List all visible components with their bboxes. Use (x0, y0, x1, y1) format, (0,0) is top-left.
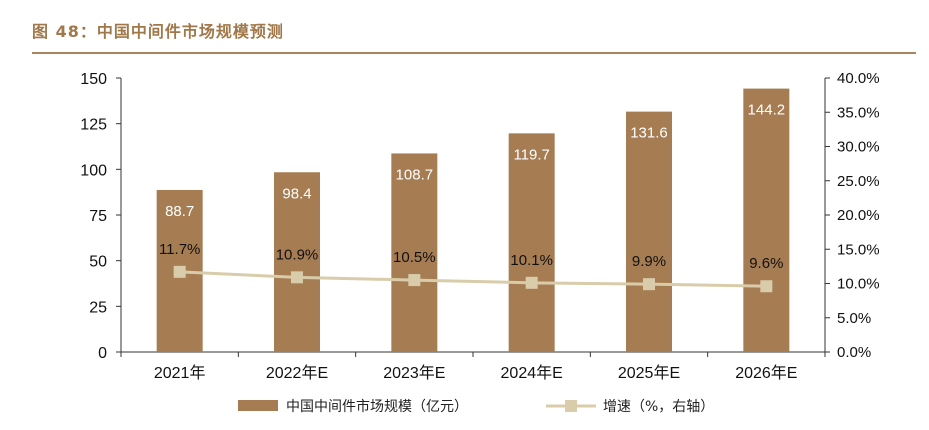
x-tick-label: 2025年E (618, 364, 680, 382)
legend-bar-label: 中国中间件市场规模（亿元） (286, 398, 468, 415)
bar (508, 133, 555, 352)
legend-line-marker (565, 400, 577, 412)
bar-value-label: 131.6 (630, 125, 668, 142)
axes: 0 25 50 75 100 125 150 0.0% 5.0% 10.0% 15.0% 20.0% 2… (80, 70, 879, 382)
growth-marker (408, 274, 421, 287)
right-tick-label: 35.0% (837, 104, 880, 121)
growth-value-label: 10.9% (276, 246, 319, 263)
data-labels: 88.7 98.4 108.7 119.7 131.6 144.2 11.7% 10.9% 10… (159, 102, 785, 273)
left-tick-label: 50 (89, 254, 107, 271)
growth-value-label: 10.1% (510, 252, 553, 269)
right-tick-label: 15.0% (837, 241, 880, 258)
x-tick-label: 2023年E (383, 364, 445, 382)
left-tick-label: 0 (98, 345, 107, 362)
growth-value-label: 11.7% (159, 241, 200, 258)
x-tick-label: 2026年E (735, 364, 797, 382)
x-tick-label: 2024年E (501, 364, 563, 382)
growth-marker (760, 280, 773, 293)
legend-bar-swatch (238, 400, 278, 411)
growth-line (173, 265, 773, 293)
growth-polyline (179, 270, 767, 288)
bar-value-label: 144.2 (748, 102, 786, 119)
growth-value-label: 10.5% (393, 249, 436, 266)
bar (274, 172, 320, 352)
left-tick-label: 125 (80, 117, 107, 134)
right-tick-label: 40.0% (837, 70, 880, 87)
figure-title: 图 48：中国中间件市场规模预测 (32, 22, 284, 41)
growth-marker (525, 276, 538, 289)
bar (391, 153, 438, 352)
bar-value-label: 108.7 (396, 166, 434, 183)
growth-marker (643, 278, 655, 291)
left-tick-label: 75 (89, 208, 107, 225)
left-tick-label: 100 (80, 162, 107, 179)
left-tick-label: 25 (89, 299, 107, 316)
x-tick-label: 2022年E (266, 364, 328, 382)
right-tick-label: 0.0% (837, 344, 871, 361)
right-tick-label: 30.0% (837, 139, 880, 156)
legend-line-label: 增速（%，右轴） (603, 399, 714, 415)
growth-value-label: 9.6% (749, 255, 783, 272)
right-tick-label: 20.0% (837, 207, 880, 224)
legend: 中国中间件市场规模（亿元） 增速（%，右轴） (238, 398, 714, 415)
bar (626, 111, 672, 353)
bar (743, 88, 790, 352)
bars (156, 88, 790, 353)
bar-value-label: 88.7 (165, 203, 194, 220)
bar-value-label: 98.4 (282, 185, 311, 202)
growth-marker (291, 271, 303, 284)
growth-value-label: 9.9% (632, 253, 666, 270)
right-tick-label: 10.0% (837, 276, 880, 293)
left-tick-label: 150 (80, 71, 107, 88)
right-tick-label: 25.0% (837, 173, 880, 190)
x-tick-label: 2021年 (154, 364, 206, 382)
growth-marker (173, 265, 186, 278)
right-tick-label: 5.0% (837, 310, 871, 327)
title-divider (32, 52, 916, 54)
bar-value-label: 119.7 (513, 146, 549, 163)
